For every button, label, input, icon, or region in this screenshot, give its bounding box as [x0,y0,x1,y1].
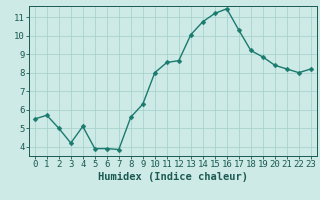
X-axis label: Humidex (Indice chaleur): Humidex (Indice chaleur) [98,172,248,182]
